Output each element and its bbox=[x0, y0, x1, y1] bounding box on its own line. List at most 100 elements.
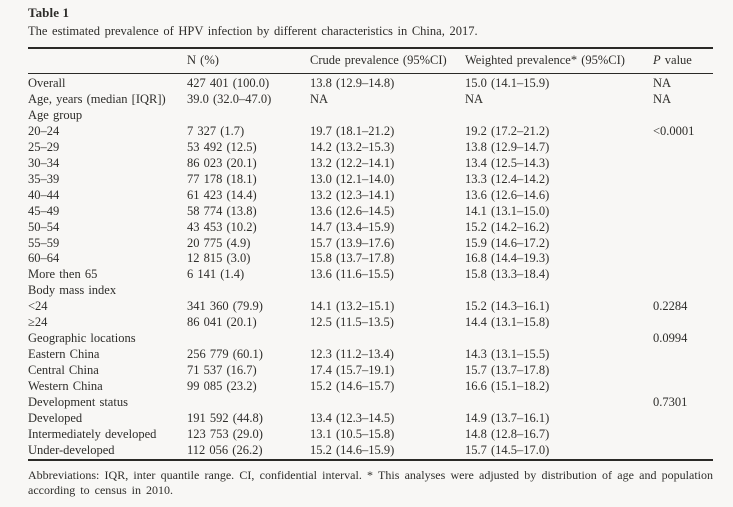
cell-crude: 15.8 (13.7–17.8) bbox=[310, 251, 395, 266]
cell-n-percent: 256 779 (60.1) bbox=[187, 347, 263, 362]
cell-weighted: 19.2 (17.2–21.2) bbox=[465, 123, 550, 138]
cell-p-value bbox=[653, 188, 713, 204]
cell-characteristic: 35–39 bbox=[28, 171, 60, 186]
cell-p-value bbox=[653, 108, 713, 124]
cell-n-percent: 123 753 (29.0) bbox=[187, 426, 263, 441]
cell-characteristic: 25–29 bbox=[28, 139, 60, 154]
cell-n-percent: 99 085 (23.2) bbox=[187, 379, 257, 394]
table-header-row: N (%) Crude prevalence (95%CI) Weighted … bbox=[28, 47, 713, 74]
cell-n-percent bbox=[187, 395, 310, 411]
cell-p-value bbox=[653, 347, 713, 363]
table-row: Eastern China 256 779 (60.1) 12.3 (11.2–… bbox=[28, 347, 713, 363]
cell-crude bbox=[310, 108, 465, 124]
cell-p-value: 0.2284 bbox=[653, 299, 688, 314]
cell-weighted: 16.6 (15.1–18.2) bbox=[465, 379, 550, 394]
cell-crude: NA bbox=[310, 91, 329, 106]
cell-p-value: NA bbox=[653, 76, 672, 90]
table-row: 40–44 61 423 (14.4) 13.2 (12.3–14.1) 13.… bbox=[28, 188, 713, 204]
cell-crude: 14.2 (13.2–15.3) bbox=[310, 139, 395, 154]
cell-weighted: 15.7 (14.5–17.0) bbox=[465, 442, 550, 457]
cell-n-percent: 61 423 (14.4) bbox=[187, 187, 257, 202]
cell-characteristic: <24 bbox=[28, 299, 48, 314]
cell-characteristic: Under-developed bbox=[28, 442, 115, 457]
cell-characteristic: Body mass index bbox=[28, 283, 117, 298]
cell-p-value: 0.7301 bbox=[653, 395, 688, 410]
table-footnote: Abbreviations: IQR, inter quantile range… bbox=[28, 467, 713, 498]
cell-weighted: 13.8 (12.9–14.7) bbox=[465, 139, 550, 154]
cell-weighted: 13.4 (12.5–14.3) bbox=[465, 155, 550, 170]
cell-crude: 13.2 (12.3–14.1) bbox=[310, 187, 395, 202]
cell-p-value bbox=[653, 172, 713, 188]
table-row: 55–59 20 775 (4.9) 15.7 (13.9–17.6) 15.9… bbox=[28, 236, 713, 252]
table-caption: The estimated prevalence of HPV infectio… bbox=[28, 24, 478, 38]
cell-weighted: 15.0 (14.1–15.9) bbox=[465, 76, 550, 90]
cell-p-value bbox=[653, 443, 713, 460]
table-row: 20–24 7 327 (1.7) 19.7 (18.1–21.2) 19.2 … bbox=[28, 124, 713, 140]
cell-characteristic: ≥24 bbox=[28, 315, 48, 330]
table-row: <24 341 360 (79.9) 14.1 (13.2–15.1) 15.2… bbox=[28, 299, 713, 315]
cell-weighted: 15.2 (14.3–16.1) bbox=[465, 299, 550, 314]
cell-crude: 14.1 (13.2–15.1) bbox=[310, 299, 395, 314]
cell-crude: 13.0 (12.1–14.0) bbox=[310, 171, 395, 186]
cell-crude bbox=[310, 331, 465, 347]
cell-p-value bbox=[653, 411, 713, 427]
table-row: 45–49 58 774 (13.8) 13.6 (12.6–14.5) 14.… bbox=[28, 204, 713, 220]
table-row: Developed 191 592 (44.8) 13.4 (12.3–14.5… bbox=[28, 411, 713, 427]
prevalence-table: N (%) Crude prevalence (95%CI) Weighted … bbox=[28, 47, 713, 461]
cell-p-value bbox=[653, 283, 713, 299]
table-body: Overall 427 401 (100.0) 13.8 (12.9–14.8)… bbox=[28, 74, 713, 460]
cell-weighted: 14.3 (13.1–15.5) bbox=[465, 347, 550, 362]
cell-n-percent: 86 023 (20.1) bbox=[187, 155, 257, 170]
cell-weighted: 15.2 (14.2–16.2) bbox=[465, 219, 550, 234]
cell-n-percent: 58 774 (13.8) bbox=[187, 203, 257, 218]
cell-crude: 13.6 (12.6–14.5) bbox=[310, 203, 395, 218]
cell-weighted: 14.9 (13.7–16.1) bbox=[465, 411, 550, 426]
cell-p-value bbox=[653, 140, 713, 156]
cell-n-percent: 7 327 (1.7) bbox=[187, 123, 245, 138]
cell-n-percent: 112 056 (26.2) bbox=[187, 442, 263, 457]
cell-weighted: 15.9 (14.6–17.2) bbox=[465, 235, 550, 250]
cell-crude bbox=[310, 283, 465, 299]
p-value-rest: value bbox=[660, 53, 692, 67]
cell-p-value bbox=[653, 236, 713, 252]
column-weighted-prevalence: Weighted prevalence* (95%CI) bbox=[465, 47, 653, 74]
p-value-italic-letter: P bbox=[653, 53, 661, 67]
cell-characteristic: Developed bbox=[28, 411, 83, 426]
cell-crude: 15.2 (14.6–15.7) bbox=[310, 379, 395, 394]
cell-characteristic: Age group bbox=[28, 107, 83, 122]
cell-weighted bbox=[465, 108, 653, 124]
cell-crude: 13.1 (10.5–15.8) bbox=[310, 426, 395, 441]
cell-characteristic: 45–49 bbox=[28, 203, 60, 218]
column-crude-prevalence: Crude prevalence (95%CI) bbox=[310, 47, 465, 74]
cell-n-percent: 427 401 (100.0) bbox=[187, 76, 270, 90]
cell-characteristic: Central China bbox=[28, 363, 99, 378]
cell-n-percent: 86 041 (20.1) bbox=[187, 315, 257, 330]
cell-characteristic: Development status bbox=[28, 395, 128, 410]
table-header: N (%) Crude prevalence (95%CI) Weighted … bbox=[28, 47, 713, 74]
cell-n-percent: 39.0 (32.0–47.0) bbox=[187, 91, 272, 106]
cell-n-percent: 191 592 (44.8) bbox=[187, 411, 263, 426]
cell-p-value bbox=[653, 220, 713, 236]
cell-p-value: NA bbox=[653, 91, 672, 106]
cell-crude bbox=[310, 395, 465, 411]
table-row: Under-developed 112 056 (26.2) 15.2 (14.… bbox=[28, 443, 713, 460]
table-row: Central China 71 537 (16.7) 17.4 (15.7–1… bbox=[28, 363, 713, 379]
column-n-percent: N (%) bbox=[187, 47, 310, 74]
table-row: Age group bbox=[28, 108, 713, 124]
cell-characteristic: Overall bbox=[28, 76, 66, 90]
table-row: Development status 0.7301 bbox=[28, 395, 713, 411]
table-row: 35–39 77 178 (18.1) 13.0 (12.1–14.0) 13.… bbox=[28, 172, 713, 188]
table-row: Age, years (median [IQR]) 39.0 (32.0–47.… bbox=[28, 92, 713, 108]
cell-crude: 19.7 (18.1–21.2) bbox=[310, 123, 395, 138]
cell-p-value bbox=[653, 363, 713, 379]
table-row: More then 65 6 141 (1.4) 13.6 (11.6–15.5… bbox=[28, 267, 713, 283]
cell-crude: 17.4 (15.7–19.1) bbox=[310, 363, 395, 378]
cell-crude: 14.7 (13.4–15.9) bbox=[310, 219, 395, 234]
cell-characteristic: 60–64 bbox=[28, 251, 60, 266]
cell-n-percent: 43 453 (10.2) bbox=[187, 219, 257, 234]
cell-p-value bbox=[653, 315, 713, 331]
table-row: Overall 427 401 (100.0) 13.8 (12.9–14.8)… bbox=[28, 74, 713, 92]
table-row: ≥24 86 041 (20.1) 12.5 (11.5–13.5) 14.4 … bbox=[28, 315, 713, 331]
cell-crude: 15.7 (13.9–17.6) bbox=[310, 235, 395, 250]
